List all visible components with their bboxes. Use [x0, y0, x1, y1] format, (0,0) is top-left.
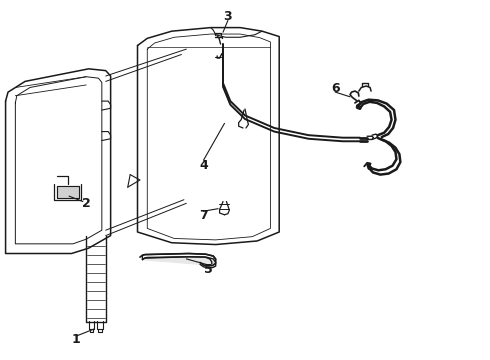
- Text: 2: 2: [82, 197, 91, 210]
- Text: 5: 5: [204, 263, 213, 276]
- Polygon shape: [143, 257, 216, 268]
- Text: 4: 4: [199, 159, 208, 172]
- Text: 3: 3: [223, 10, 232, 23]
- Text: 6: 6: [331, 82, 340, 95]
- Polygon shape: [57, 186, 79, 198]
- Text: 7: 7: [199, 210, 208, 222]
- Text: 1: 1: [72, 333, 81, 346]
